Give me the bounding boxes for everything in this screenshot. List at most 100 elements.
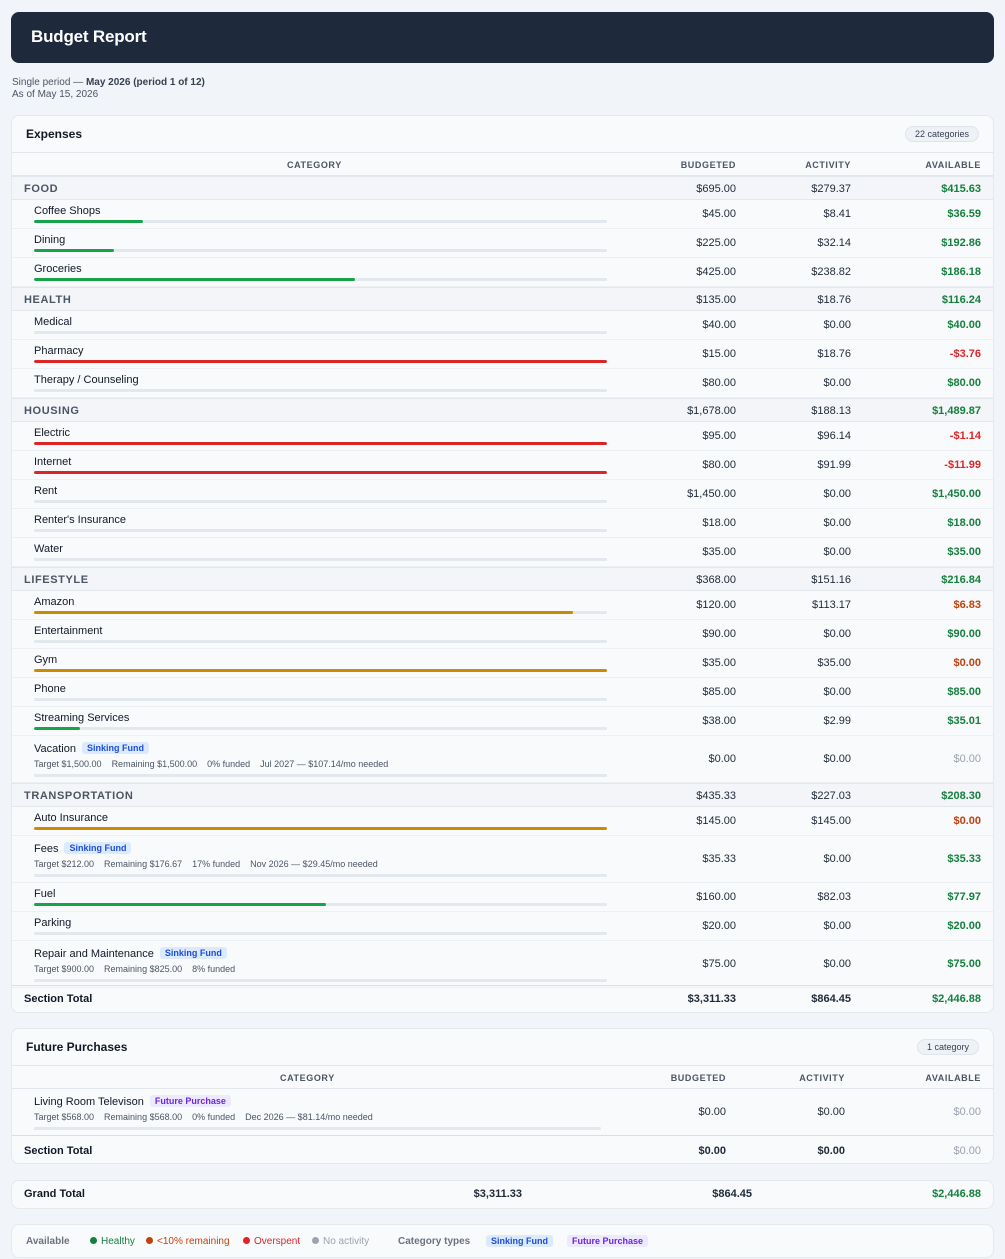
category-type-badge: Sinking Fund (64, 842, 132, 854)
category-row-entertainment[interactable]: Entertainment $90.00 $0.00 $90.00 (12, 620, 993, 649)
available-value: $192.86 (941, 237, 981, 249)
activity-value: $113.17 (812, 599, 851, 611)
category-row-groceries[interactable]: Groceries $425.00 $238.82 $186.18 (12, 258, 993, 287)
category-row-fees[interactable]: Fees Sinking Fund Target $212.00 Remaining … (12, 836, 993, 883)
section-total-row: Section Total $0.00 $0.00 $0.00 (12, 1135, 993, 1163)
progress-fill (34, 220, 143, 223)
progress-fill (34, 442, 607, 445)
category-name: Streaming Services (34, 712, 130, 724)
progress-bar (34, 529, 607, 532)
activity-value: $0.00 (823, 920, 851, 932)
progress-bar (34, 727, 607, 730)
category-row-coffee-shops[interactable]: Coffee Shops $45.00 $8.41 $36.59 (12, 200, 993, 229)
activity-value: $0.00 (823, 853, 851, 865)
available-value: $90.00 (947, 628, 981, 640)
available-value: $1,450.00 (932, 488, 981, 500)
category-row-rent[interactable]: Rent $1,450.00 $0.00 $1,450.00 (12, 480, 993, 509)
progress-bar (34, 774, 607, 777)
category-row-renter-s-insurance[interactable]: Renter's Insurance $18.00 $0.00 $18.00 (12, 509, 993, 538)
category-name: Living Room Televison Future Purchase (34, 1095, 231, 1108)
group-row-transportation[interactable]: TRANSPORTATION $435.33 $227.03 $208.30 (12, 783, 993, 807)
activity-value: $35.00 (817, 657, 851, 669)
progress-bar (34, 932, 607, 935)
progress-fill (34, 278, 355, 281)
activity-value: $0.00 (823, 517, 851, 529)
col-activity[interactable]: ACTIVITY (799, 1073, 845, 1083)
category-row-phone[interactable]: Phone $85.00 $0.00 $85.00 (12, 678, 993, 707)
activity-value: $0.00 (823, 686, 851, 698)
category-row-water[interactable]: Water $35.00 $0.00 $35.00 (12, 538, 993, 567)
budgeted-value: $40.00 (702, 319, 736, 331)
funding-details: Target $212.00 Remaining $176.67 17% funde… (34, 859, 378, 869)
progress-fill (34, 471, 607, 474)
legend-healthy: Healthy (90, 1236, 135, 1247)
col-category[interactable]: CATEGORY (287, 160, 342, 170)
available-value: -$1.14 (949, 430, 981, 442)
category-row-living-room-televison[interactable]: Living Room Televison Future Purchase Targ… (12, 1089, 993, 1136)
budgeted-value: $135.00 (696, 294, 736, 306)
category-row-vacation[interactable]: Vacation Sinking Fund Target $1,500.00 Rema… (12, 736, 993, 783)
group-name: LIFESTYLE (24, 574, 89, 586)
available-value: $0.00 (953, 753, 981, 765)
group-row-health[interactable]: HEALTH $135.00 $18.76 $116.24 (12, 287, 993, 311)
progress-bar (34, 471, 607, 474)
budgeted-value: $80.00 (702, 377, 736, 389)
col-category[interactable]: CATEGORY (280, 1073, 335, 1083)
category-row-pharmacy[interactable]: Pharmacy $15.00 $18.76 -$3.76 (12, 340, 993, 369)
progress-bar (34, 669, 607, 672)
category-row-electric[interactable]: Electric $95.00 $96.14 -$1.14 (12, 422, 993, 451)
group-row-food[interactable]: FOOD $695.00 $279.37 $415.63 (12, 176, 993, 200)
col-budgeted[interactable]: BUDGETED (670, 1073, 726, 1083)
category-row-dining[interactable]: Dining $225.00 $32.14 $192.86 (12, 229, 993, 258)
category-row-repair-and-maintenance[interactable]: Repair and Maintenance Sinking Fund Target… (12, 941, 993, 988)
progress-fill (34, 611, 573, 614)
activity-value: $0.00 (823, 546, 851, 558)
available-value: $36.59 (947, 208, 981, 220)
budgeted-value: $90.00 (702, 628, 736, 640)
group-name: FOOD (24, 183, 59, 195)
category-row-gym[interactable]: Gym $35.00 $35.00 $0.00 (12, 649, 993, 678)
budgeted-value: $38.00 (702, 715, 736, 727)
future-purchases-section: Future Purchases 1 category CATEGORY BUD… (11, 1028, 994, 1164)
available-value: $0.00 (953, 657, 981, 669)
category-name: Repair and Maintenance Sinking Fund (34, 947, 227, 960)
budgeted-value: $120.00 (696, 599, 736, 611)
legend-overspent: Overspent (243, 1236, 300, 1247)
period-line: Single period — May 2026 (period 1 of 12… (12, 77, 205, 88)
col-available[interactable]: AVAILABLE (925, 1073, 981, 1083)
category-name: Auto Insurance (34, 812, 108, 824)
category-name: Dining (34, 234, 66, 246)
category-row-auto-insurance[interactable]: Auto Insurance $145.00 $145.00 $0.00 (12, 807, 993, 836)
category-name: Coffee Shops (34, 205, 101, 217)
group-row-housing[interactable]: HOUSING $1,678.00 $188.13 $1,489.87 (12, 398, 993, 422)
category-row-therapy-counseling[interactable]: Therapy / Counseling $80.00 $0.00 $80.00 (12, 369, 993, 398)
budgeted-value: $15.00 (702, 348, 736, 360)
col-activity[interactable]: ACTIVITY (805, 160, 851, 170)
col-available[interactable]: AVAILABLE (925, 160, 981, 170)
progress-bar (34, 874, 607, 877)
category-row-medical[interactable]: Medical $40.00 $0.00 $40.00 (12, 311, 993, 340)
category-row-fuel[interactable]: Fuel $160.00 $82.03 $77.97 (12, 883, 993, 912)
available-value: $35.00 (947, 546, 981, 558)
activity-value: $0.00 (823, 377, 851, 389)
budgeted-value: $35.00 (702, 546, 736, 558)
funding-details: Target $568.00 Remaining $568.00 0% funded… (34, 1112, 373, 1122)
activity-value: $8.41 (823, 208, 851, 220)
available-value: $186.18 (941, 266, 981, 278)
category-row-internet[interactable]: Internet $80.00 $91.99 -$11.99 (12, 451, 993, 480)
category-row-amazon[interactable]: Amazon $120.00 $113.17 $6.83 (12, 591, 993, 620)
green-dot-icon (90, 1237, 97, 1244)
budgeted-value: $95.00 (702, 430, 736, 442)
budgeted-value: $0.00 (708, 753, 736, 765)
group-name: HEALTH (24, 294, 72, 306)
group-row-lifestyle[interactable]: LIFESTYLE $368.00 $151.16 $216.84 (12, 567, 993, 591)
activity-value: $91.99 (817, 459, 851, 471)
col-budgeted[interactable]: BUDGETED (680, 160, 736, 170)
available-value: $415.63 (941, 183, 981, 195)
budgeted-value: $75.00 (702, 958, 736, 970)
activity-value: $279.37 (811, 183, 851, 195)
category-row-streaming-services[interactable]: Streaming Services $38.00 $2.99 $35.01 (12, 707, 993, 736)
budgeted-value: $1,678.00 (687, 405, 736, 417)
funding-details: Target $900.00 Remaining $825.00 8% funded (34, 964, 236, 974)
category-row-parking[interactable]: Parking $20.00 $0.00 $20.00 (12, 912, 993, 941)
